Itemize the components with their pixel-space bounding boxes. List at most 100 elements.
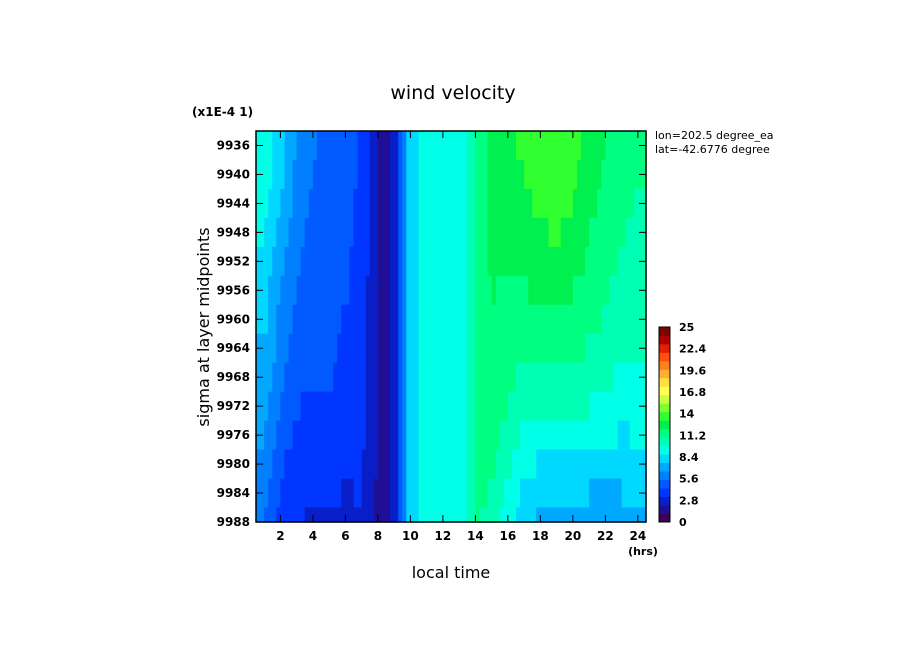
heatmap-cell <box>483 246 489 277</box>
heatmap-cell <box>369 304 375 335</box>
heatmap-cell <box>312 420 318 451</box>
heatmap-cell <box>536 217 541 248</box>
heatmap-cell <box>341 246 346 277</box>
heatmap-cell <box>581 304 586 335</box>
heatmap-cell <box>333 217 338 248</box>
heatmap-cell <box>503 507 509 523</box>
heatmap-cell <box>402 275 407 306</box>
heatmap-cell <box>593 217 598 248</box>
heatmap-cell <box>601 478 606 509</box>
heatmap-cell <box>568 420 574 451</box>
heatmap-cell <box>260 507 265 523</box>
heatmap-cell <box>312 449 318 480</box>
heatmap-cell <box>264 217 269 248</box>
heatmap-cell <box>426 420 432 451</box>
heatmap-cell <box>394 217 399 248</box>
x-tick-label: 22 <box>597 529 614 543</box>
heatmap-cell <box>617 420 623 451</box>
heatmap-cell <box>321 159 326 190</box>
heatmap-cell <box>556 217 562 248</box>
heatmap-cell <box>629 333 635 364</box>
heatmap-cell <box>524 188 529 219</box>
heatmap-cell <box>349 188 355 219</box>
heatmap-cell <box>491 131 497 161</box>
heatmap-cell <box>325 478 330 509</box>
y-tick-label: 9960 <box>217 312 250 326</box>
heatmap-cell <box>471 304 476 335</box>
heatmap-cell <box>520 188 525 219</box>
heatmap-cell <box>463 391 468 422</box>
heatmap-cell <box>621 159 627 190</box>
heatmap-cell <box>418 188 424 219</box>
heatmap-cell <box>544 478 550 509</box>
heatmap-cell <box>540 391 546 422</box>
heatmap-cell <box>325 159 330 190</box>
heatmap-cell <box>495 131 501 161</box>
heatmap-cell <box>633 246 639 277</box>
colorbar <box>658 326 671 523</box>
heatmap-cell <box>292 131 298 161</box>
heatmap-cell <box>455 159 460 190</box>
colorbar-swatch <box>659 471 670 481</box>
heatmap-cell <box>337 420 342 451</box>
heatmap-cell <box>520 362 525 393</box>
heatmap-cell <box>511 304 517 335</box>
heatmap-cell <box>280 131 286 161</box>
heatmap-cell <box>564 275 570 306</box>
heatmap-cell <box>556 159 562 190</box>
heatmap-cell <box>308 333 314 364</box>
heatmap-cell <box>316 420 322 451</box>
heatmap-cell <box>451 275 456 306</box>
heatmap-cell <box>410 275 416 306</box>
heatmap-cell <box>479 391 485 422</box>
x-axis: 2 4 6 8 10 12 14 16 18 20 22 24 <box>276 131 646 543</box>
colorbar-swatch <box>659 369 670 379</box>
heatmap-cell <box>487 304 493 335</box>
heatmap-cell <box>520 159 525 190</box>
heatmap-cell <box>410 449 416 480</box>
heatmap-cell <box>284 478 290 509</box>
heatmap-cell <box>386 391 391 422</box>
heatmap-cell <box>390 304 395 335</box>
heatmap-cell <box>321 275 326 306</box>
heatmap-cell <box>552 131 558 161</box>
heatmap-cell <box>422 478 428 509</box>
heatmap-cell <box>633 362 639 393</box>
heatmap-cell <box>284 449 290 480</box>
heatmap-cell <box>516 333 521 364</box>
heatmap-cell <box>353 275 359 306</box>
heatmap-cell <box>463 246 468 277</box>
heatmap-cell <box>568 304 574 335</box>
heatmap-cell <box>613 217 619 248</box>
heatmap-cell <box>361 478 367 509</box>
heatmap-cell <box>609 420 615 451</box>
heatmap-cell <box>487 246 493 277</box>
heatmap-cell <box>426 478 432 509</box>
heatmap-cell <box>585 159 590 190</box>
heatmap-cell <box>406 217 411 248</box>
heatmap-cell <box>556 246 562 277</box>
heatmap-cell <box>381 362 387 393</box>
heatmap-cell <box>426 246 432 277</box>
heatmap-cell <box>503 217 509 248</box>
heatmap-cell <box>540 449 546 480</box>
heatmap-cell <box>280 246 286 277</box>
heatmap-cell <box>386 478 391 509</box>
heatmap-cell <box>276 449 281 480</box>
heatmap-cell <box>394 507 399 523</box>
heatmap-cell <box>471 333 476 364</box>
heatmap-cell <box>398 159 403 190</box>
heatmap-cell <box>386 159 391 190</box>
heatmap-cell <box>585 188 590 219</box>
heatmap-cell <box>272 275 277 306</box>
heatmap-cell <box>377 188 383 219</box>
heatmap-cell <box>536 131 541 161</box>
heatmap-cell <box>463 362 468 393</box>
heatmap-cell <box>357 420 363 451</box>
colorbar-swatch <box>659 343 670 353</box>
heatmap-cell <box>548 507 554 523</box>
heatmap-cell <box>373 478 379 509</box>
heatmap-cell <box>491 420 497 451</box>
heatmap-cell <box>272 362 277 393</box>
heatmap-cell <box>520 275 525 306</box>
